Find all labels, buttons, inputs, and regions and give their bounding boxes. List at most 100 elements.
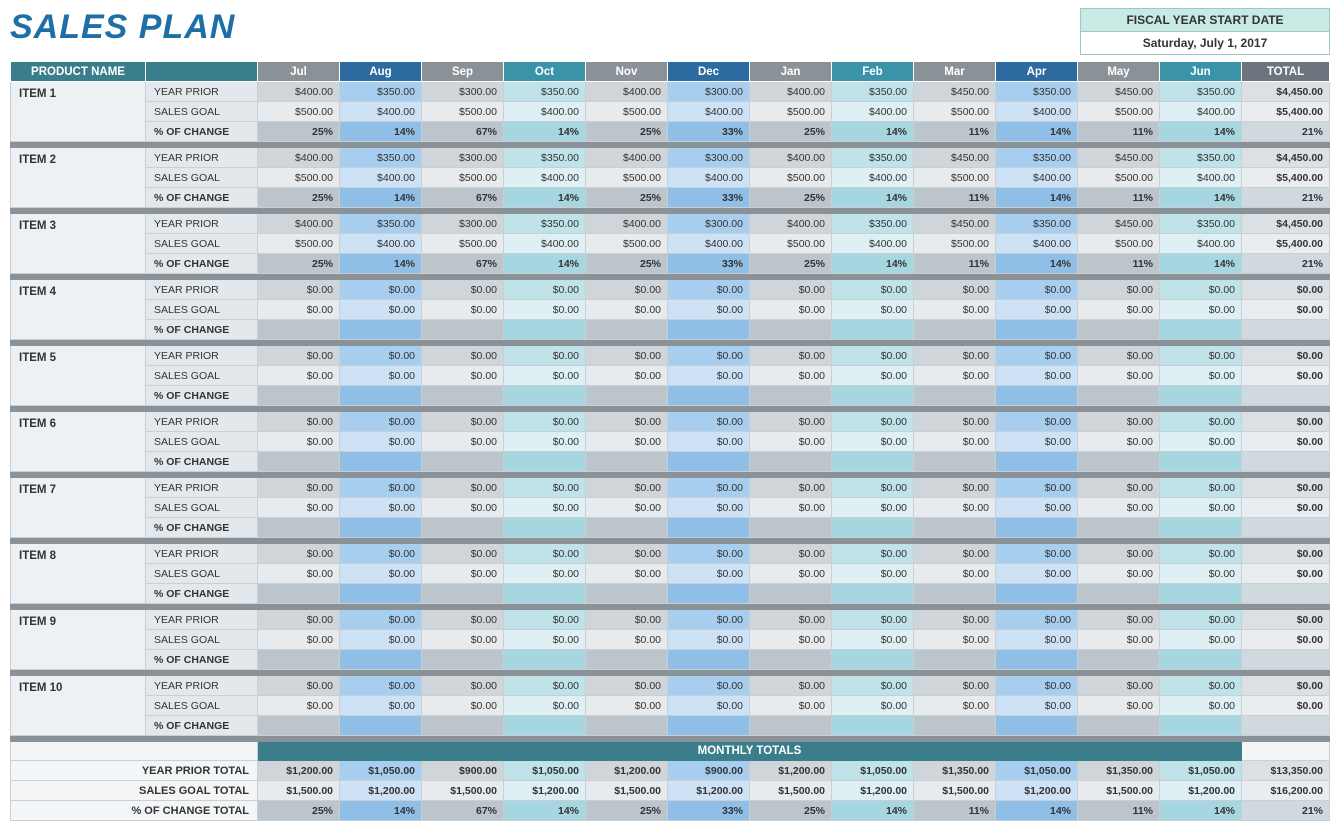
cell-goal[interactable]: $0.00 — [1078, 564, 1160, 584]
cell-prior[interactable]: $0.00 — [750, 412, 832, 432]
cell-goal[interactable]: $0.00 — [1160, 300, 1242, 320]
cell-goal[interactable]: $500.00 — [914, 102, 996, 122]
cell-goal[interactable]: $0.00 — [1078, 366, 1160, 386]
cell-goal[interactable]: $0.00 — [750, 300, 832, 320]
cell-prior[interactable]: $0.00 — [914, 610, 996, 630]
cell-goal[interactable]: $400.00 — [340, 102, 422, 122]
cell-prior[interactable]: $0.00 — [832, 478, 914, 498]
cell-goal[interactable]: $0.00 — [750, 564, 832, 584]
cell-prior[interactable]: $0.00 — [422, 610, 504, 630]
cell-goal[interactable]: $0.00 — [422, 366, 504, 386]
cell-goal[interactable]: $0.00 — [750, 498, 832, 518]
cell-goal[interactable]: $500.00 — [750, 168, 832, 188]
cell-goal[interactable]: $500.00 — [1078, 234, 1160, 254]
cell-prior[interactable]: $350.00 — [832, 214, 914, 234]
cell-prior[interactable]: $350.00 — [504, 214, 586, 234]
cell-prior[interactable]: $0.00 — [668, 676, 750, 696]
cell-goal[interactable]: $0.00 — [504, 696, 586, 716]
cell-goal[interactable]: $0.00 — [996, 300, 1078, 320]
cell-goal[interactable]: $400.00 — [1160, 168, 1242, 188]
cell-goal[interactable]: $0.00 — [422, 432, 504, 452]
cell-prior[interactable]: $0.00 — [422, 676, 504, 696]
cell-prior[interactable]: $0.00 — [996, 280, 1078, 300]
cell-goal[interactable]: $500.00 — [750, 102, 832, 122]
cell-prior[interactable]: $0.00 — [1078, 478, 1160, 498]
cell-prior[interactable]: $350.00 — [996, 82, 1078, 102]
cell-goal[interactable]: $0.00 — [258, 366, 340, 386]
cell-prior[interactable]: $400.00 — [750, 148, 832, 168]
cell-goal[interactable]: $400.00 — [504, 234, 586, 254]
product-name[interactable]: ITEM 7 — [11, 478, 146, 538]
cell-prior[interactable]: $0.00 — [504, 610, 586, 630]
cell-prior[interactable]: $0.00 — [504, 412, 586, 432]
cell-prior[interactable]: $350.00 — [1160, 82, 1242, 102]
cell-prior[interactable]: $0.00 — [668, 346, 750, 366]
cell-prior[interactable]: $300.00 — [422, 82, 504, 102]
cell-goal[interactable]: $0.00 — [914, 498, 996, 518]
cell-goal[interactable]: $400.00 — [504, 168, 586, 188]
cell-goal[interactable]: $0.00 — [668, 366, 750, 386]
cell-goal[interactable]: $0.00 — [832, 300, 914, 320]
cell-prior[interactable]: $0.00 — [1160, 544, 1242, 564]
cell-prior[interactable]: $0.00 — [586, 280, 668, 300]
cell-goal[interactable]: $0.00 — [914, 432, 996, 452]
cell-prior[interactable]: $0.00 — [668, 544, 750, 564]
cell-goal[interactable]: $0.00 — [1078, 432, 1160, 452]
cell-goal[interactable]: $0.00 — [1160, 498, 1242, 518]
cell-prior[interactable]: $0.00 — [750, 676, 832, 696]
cell-prior[interactable]: $0.00 — [668, 478, 750, 498]
cell-goal[interactable]: $0.00 — [832, 564, 914, 584]
cell-prior[interactable]: $0.00 — [422, 478, 504, 498]
cell-prior[interactable]: $0.00 — [1160, 280, 1242, 300]
cell-prior[interactable]: $0.00 — [586, 610, 668, 630]
cell-goal[interactable]: $0.00 — [586, 498, 668, 518]
cell-goal[interactable]: $0.00 — [586, 300, 668, 320]
cell-prior[interactable]: $400.00 — [586, 148, 668, 168]
cell-prior[interactable]: $450.00 — [1078, 214, 1160, 234]
cell-goal[interactable]: $0.00 — [996, 432, 1078, 452]
cell-goal[interactable]: $0.00 — [832, 696, 914, 716]
product-name[interactable]: ITEM 1 — [11, 82, 146, 142]
cell-goal[interactable]: $400.00 — [832, 234, 914, 254]
cell-goal[interactable]: $500.00 — [586, 234, 668, 254]
cell-prior[interactable]: $0.00 — [258, 544, 340, 564]
cell-goal[interactable]: $0.00 — [422, 696, 504, 716]
cell-goal[interactable]: $0.00 — [668, 432, 750, 452]
product-name[interactable]: ITEM 5 — [11, 346, 146, 406]
cell-goal[interactable]: $500.00 — [1078, 102, 1160, 122]
cell-goal[interactable]: $0.00 — [422, 300, 504, 320]
cell-prior[interactable]: $0.00 — [832, 676, 914, 696]
cell-prior[interactable]: $0.00 — [914, 676, 996, 696]
cell-prior[interactable]: $0.00 — [996, 610, 1078, 630]
cell-goal[interactable]: $0.00 — [750, 432, 832, 452]
cell-goal[interactable]: $0.00 — [914, 630, 996, 650]
cell-goal[interactable]: $400.00 — [996, 234, 1078, 254]
cell-goal[interactable]: $0.00 — [586, 696, 668, 716]
cell-prior[interactable]: $0.00 — [504, 544, 586, 564]
cell-prior[interactable]: $0.00 — [504, 478, 586, 498]
cell-goal[interactable]: $500.00 — [1078, 168, 1160, 188]
cell-goal[interactable]: $0.00 — [1078, 630, 1160, 650]
cell-goal[interactable]: $500.00 — [914, 234, 996, 254]
cell-prior[interactable]: $0.00 — [1078, 610, 1160, 630]
cell-goal[interactable]: $400.00 — [1160, 102, 1242, 122]
cell-goal[interactable]: $0.00 — [258, 432, 340, 452]
cell-goal[interactable]: $0.00 — [750, 366, 832, 386]
cell-prior[interactable]: $0.00 — [832, 610, 914, 630]
cell-goal[interactable]: $0.00 — [1160, 564, 1242, 584]
cell-goal[interactable]: $400.00 — [668, 102, 750, 122]
cell-prior[interactable]: $450.00 — [914, 82, 996, 102]
cell-goal[interactable]: $0.00 — [996, 498, 1078, 518]
cell-prior[interactable]: $0.00 — [1078, 676, 1160, 696]
cell-goal[interactable]: $0.00 — [668, 300, 750, 320]
cell-goal[interactable]: $0.00 — [586, 366, 668, 386]
cell-goal[interactable]: $400.00 — [1160, 234, 1242, 254]
cell-prior[interactable]: $0.00 — [1160, 676, 1242, 696]
cell-prior[interactable]: $0.00 — [914, 280, 996, 300]
cell-prior[interactable]: $0.00 — [258, 478, 340, 498]
cell-goal[interactable]: $0.00 — [258, 696, 340, 716]
cell-prior[interactable]: $400.00 — [586, 214, 668, 234]
cell-goal[interactable]: $0.00 — [1160, 630, 1242, 650]
cell-goal[interactable]: $500.00 — [258, 168, 340, 188]
cell-goal[interactable]: $0.00 — [340, 498, 422, 518]
